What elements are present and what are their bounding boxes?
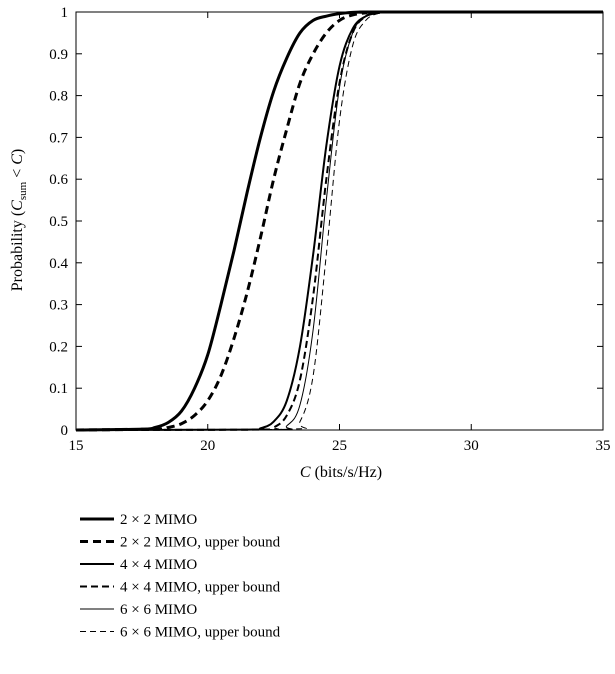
y-tick-label: 0.4 (49, 256, 68, 272)
y-tick-label: 1 (61, 5, 69, 21)
legend-item: 2 × 2 MIMO, upper bound (80, 535, 281, 551)
y-tick-label: 0.2 (49, 339, 68, 355)
series-line-6 (75, 11, 604, 431)
y-tick-label: 0.3 (49, 298, 68, 314)
legend-item: 2 × 2 MIMO (80, 512, 197, 528)
legend-item: 4 × 4 MIMO (80, 557, 197, 573)
x-tick-label: 35 (596, 438, 611, 454)
y-axis-label: Probability (Csum < C) (9, 149, 29, 291)
legend-label: 2 × 2 MIMO, upper bound (120, 535, 281, 551)
legend-label: 6 × 6 MIMO (120, 602, 197, 618)
legend-item: 6 × 6 MIMO, upper bound (80, 625, 281, 641)
series-layer (75, 10, 604, 432)
legend-item: 4 × 4 MIMO, upper bound (80, 580, 281, 596)
legend-label: 4 × 4 MIMO, upper bound (120, 580, 281, 596)
legend-label: 6 × 6 MIMO, upper bound (120, 625, 281, 641)
series-line-2 (75, 10, 604, 432)
x-tick-label: 20 (200, 438, 215, 454)
y-tick-label: 0.1 (49, 381, 68, 397)
legend: 2 × 2 MIMO 2 × 2 MIMO, upper bound 4 × 4 M… (80, 512, 281, 641)
y-tick-label: 0 (61, 423, 69, 439)
y-tick-label: 0.5 (49, 214, 68, 230)
y-tick-label: 0.7 (49, 130, 68, 146)
x-tick-label: 25 (332, 438, 347, 454)
legend-label: 4 × 4 MIMO (120, 557, 197, 573)
x-axis: 15 20 25 30 35 (69, 12, 611, 454)
y-tick-label: 0.8 (49, 89, 68, 105)
x-tick-label: 30 (464, 438, 479, 454)
y-tick-label: 0.6 (49, 172, 68, 188)
y-tick-label: 0.9 (49, 47, 68, 63)
x-tick-label: 15 (69, 438, 84, 454)
x-axis-label: C (bits/s/Hz) (300, 464, 382, 481)
legend-label: 2 × 2 MIMO (120, 512, 197, 528)
legend-item: 6 × 6 MIMO (80, 602, 197, 618)
y-axis: 0 0.1 0.2 0.3 0.4 0.5 0.6 0.7 0.8 0.9 1 (49, 5, 603, 439)
series-line-1 (75, 10, 603, 432)
